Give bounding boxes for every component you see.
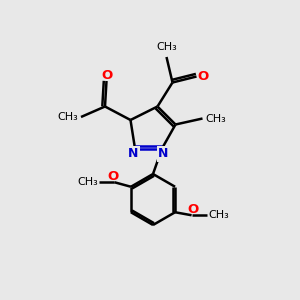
Text: N: N (158, 147, 169, 161)
Text: O: O (107, 170, 118, 183)
Text: CH₃: CH₃ (156, 42, 177, 52)
Text: N: N (128, 147, 139, 161)
Text: O: O (101, 69, 112, 82)
Text: O: O (197, 70, 209, 83)
Text: CH₃: CH₃ (208, 210, 229, 220)
Text: CH₃: CH₃ (77, 177, 98, 187)
Text: CH₃: CH₃ (205, 113, 226, 124)
Text: O: O (188, 203, 199, 216)
Text: CH₃: CH₃ (57, 112, 78, 122)
